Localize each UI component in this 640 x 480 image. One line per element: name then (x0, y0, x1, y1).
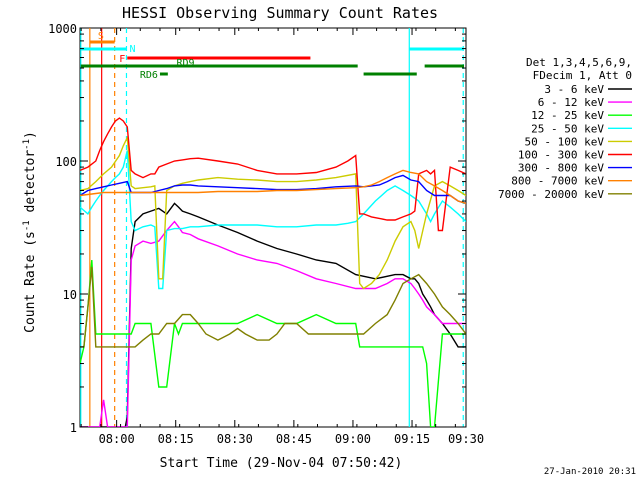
legend-label-3: 25 - 50 keV (531, 122, 604, 135)
chart-title: HESSI Observing Summary Count Rates (122, 4, 438, 22)
series-line-7 (80, 169, 466, 205)
y-tick-label-1: 10 (63, 288, 77, 302)
x-tick-label-0: 08:00 (99, 432, 135, 446)
state-bar-label-7: RD6 (140, 70, 158, 81)
state-bar-label-0: S (98, 31, 104, 42)
legend-label-7: 800 - 7000 keV (511, 175, 604, 188)
legend-header-1: FDecim 1, Att 0 (533, 69, 632, 82)
x-tick-label-3: 08:45 (276, 432, 312, 446)
x-axis-label: Start Time (29-Nov-04 07:50:42) (160, 456, 403, 471)
series-line-4 (80, 134, 466, 290)
x-axis: 08:00 08:15 08:30 08:45 09:00 09:15 09:30 (80, 28, 484, 446)
legend-label-5: 100 - 300 keV (518, 149, 604, 162)
x-tick-label-2: 08:30 (217, 432, 253, 446)
legend-label-1: 6 - 12 keV (538, 96, 605, 109)
series-line-1 (80, 220, 466, 427)
y-tick-label-0: 1 (70, 421, 77, 435)
series-line-8 (80, 266, 466, 348)
series-line-6 (80, 174, 466, 205)
legend-label-2: 12 - 25 keV (531, 109, 604, 122)
y-tick-label-2: 100 (55, 155, 77, 169)
legend-label-6: 300 - 800 keV (518, 162, 604, 175)
state-bar-label-1: N (129, 44, 135, 55)
legend-label-0: 3 - 6 keV (544, 83, 604, 96)
y-axis: 1 10 100 1000 (48, 22, 466, 435)
legend-label-8: 7000 - 20000 keV (498, 188, 604, 201)
plot-area: S NF RD9 RD6 (79, 27, 467, 428)
y-tick-label-3: 1000 (48, 22, 77, 36)
series-line-0 (80, 202, 466, 427)
state-bar-label-4: RD9 (177, 58, 195, 69)
x-tick-label-1: 08:15 (158, 432, 194, 446)
x-tick-label-5: 09:15 (394, 432, 430, 446)
state-bar-label-3: F (119, 54, 125, 65)
y-axis-label: Count Rate (s-1 detector-1) (22, 131, 38, 333)
series-line-3 (80, 150, 466, 290)
date-stamp: 27-Jan-2010 20:31 (544, 467, 636, 477)
legend-label-4: 50 - 100 keV (525, 135, 605, 148)
x-tick-label-4: 09:00 (335, 432, 371, 446)
x-tick-label-6: 09:30 (448, 432, 484, 446)
legend-header-0: Det 1,3,4,5,6,9, (526, 56, 632, 69)
legend: Det 1,3,4,5,6,9,FDecim 1, Att 03 - 6 keV… (498, 56, 632, 201)
plot-frame (79, 27, 467, 428)
